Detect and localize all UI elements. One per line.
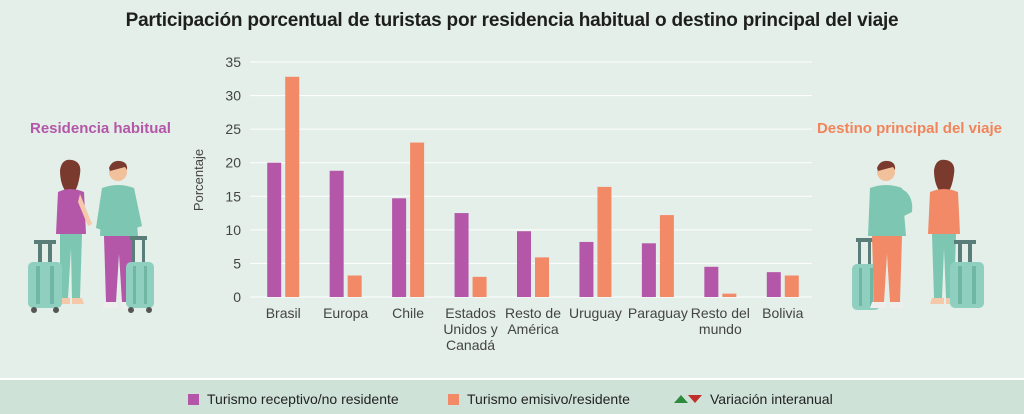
bar-receptivo: [704, 266, 719, 297]
x-tick-label: Resto del mundo: [691, 305, 750, 337]
travelers-right-illustration: [852, 159, 984, 310]
down-triangle-icon: [688, 395, 702, 403]
legend-label-variacion: Variación interanual: [710, 391, 833, 407]
x-tick-label: Bolivia: [762, 305, 803, 321]
y-tick-label: 20: [225, 155, 241, 171]
variation-arrows-icon: [674, 394, 702, 404]
man-traveler-figure: [868, 160, 913, 308]
y-tick-label: 10: [225, 222, 241, 238]
suitcase-right-icon: [950, 240, 984, 308]
x-tick-label: Resto de América: [505, 305, 561, 337]
y-tick-label: 0: [233, 289, 241, 305]
bar-receptivo: [579, 241, 594, 297]
legend-swatch-emisivo: [448, 393, 459, 405]
y-tick-label: 5: [233, 255, 241, 271]
y-axis-label: Porcentaje: [191, 149, 206, 211]
residencia-habitual-label: Residencia habitual: [30, 120, 171, 137]
y-tick-label: 25: [225, 121, 241, 137]
travelers-left-illustration: [28, 159, 154, 313]
suitcase-left-icon: [852, 238, 880, 310]
legend-item-emisivo: Turismo emisivo/residente: [448, 391, 630, 407]
bar-chart: 0 5 10 15 20 25 30 35 Porcentaje Brasil Europa Chil…: [191, 54, 812, 353]
bar-emisivo: [597, 186, 612, 297]
legend-item-receptivo: Turismo receptivo/no residente: [188, 391, 399, 407]
bar-receptivo: [766, 272, 781, 297]
chart-title: Participación porcentual de turistas por…: [125, 10, 899, 31]
bar-emisivo: [347, 275, 362, 297]
bar-receptivo: [267, 162, 282, 297]
x-tick-label: Estados Unidos y Canadá: [443, 305, 497, 353]
bar-receptivo: [392, 198, 407, 297]
legend-swatch-receptivo: [188, 393, 199, 405]
woman-traveler-figure: [56, 159, 92, 304]
x-tick-label: Paraguay: [628, 305, 688, 321]
bar-receptivo: [454, 213, 469, 297]
bar-emisivo: [722, 293, 737, 297]
y-tick-label: 30: [225, 88, 241, 104]
bar-receptivo: [641, 243, 656, 297]
up-triangle-icon: [674, 395, 688, 403]
bar-emisivo: [410, 142, 425, 297]
y-tick-label: 15: [225, 188, 241, 204]
destino-principal-label: Destino principal del viaje: [816, 120, 1002, 137]
bar-emisivo: [784, 275, 799, 297]
legend-item-variacion: Variación interanual: [674, 391, 833, 407]
legend-label-emisivo: Turismo emisivo/residente: [467, 391, 630, 407]
y-tick-label: 35: [225, 54, 241, 70]
bar-emisivo: [472, 276, 487, 297]
x-tick-label: Chile: [392, 305, 424, 321]
suitcase-left-icon: [28, 240, 62, 313]
legend-label-receptivo: Turismo receptivo/no residente: [207, 391, 399, 407]
suitcase-right-icon: [126, 236, 154, 313]
bar-emisivo: [659, 215, 674, 297]
x-tick-label: Europa: [323, 305, 368, 321]
bar-emisivo: [285, 76, 300, 298]
bar-receptivo: [329, 170, 344, 297]
bar-emisivo: [535, 257, 549, 297]
legend: Turismo receptivo/no residente Turismo e…: [0, 378, 1024, 414]
x-tick-label: Brasil: [266, 305, 301, 321]
bar-receptivo: [517, 231, 531, 297]
x-tick-label: Uruguay: [569, 305, 622, 321]
